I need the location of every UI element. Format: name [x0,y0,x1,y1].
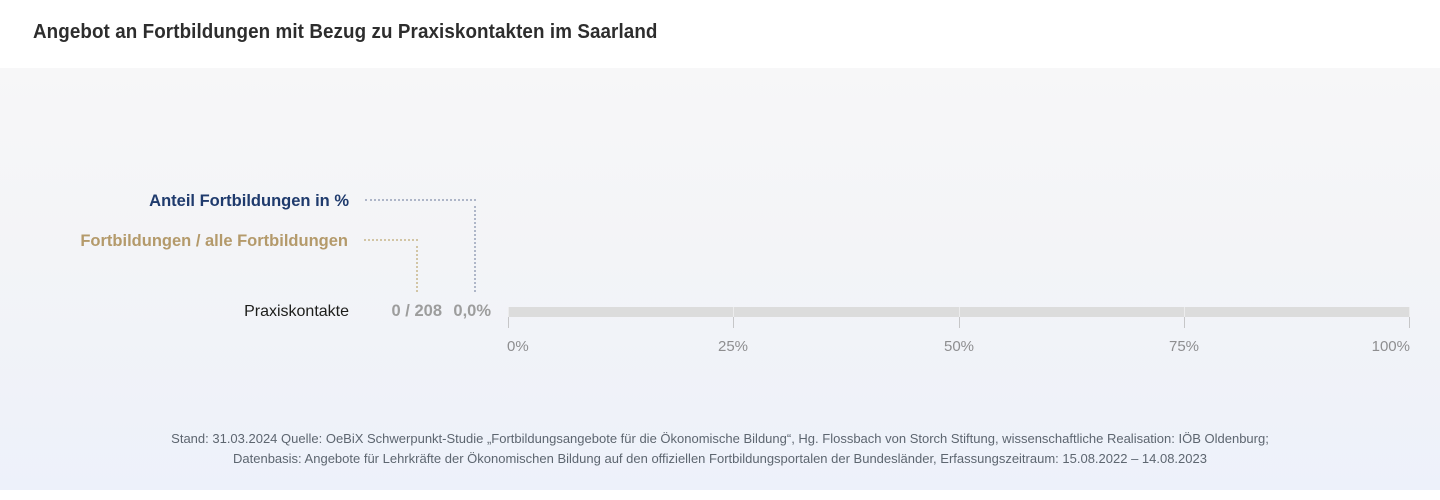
axis-tick-label: 75% [1168,338,1200,355]
fraction-value: 0 / 208 [391,302,442,320]
fraction-leader-line-vertical [416,246,418,292]
fraction-leader-line-horizontal [364,239,418,241]
axis-tick [1184,307,1185,328]
percent-leader-line-vertical [474,206,476,292]
axis-tick [508,307,509,328]
header-band: Angebot an Fortbildungen mit Bezug zu Pr… [0,0,1440,68]
legend-fraction-label: Fortbildungen / alle Fortbildungen [80,232,348,250]
axis-tick-label: 25% [717,338,749,355]
axis-tick-label: 100% [1371,338,1410,355]
axis-tick-label: 0% [507,338,529,355]
footnote-line-1: Stand: 31.03.2024 Quelle: OeBiX Schwerpu… [171,431,1269,446]
percent-value: 0,0% [453,302,491,320]
axis-tick-label: 50% [943,338,975,355]
axis-tick [959,307,960,328]
source-footnote: Stand: 31.03.2024 Quelle: OeBiX Schwerpu… [0,429,1440,469]
footnote-line-2: Datenbasis: Angebote für Lehrkräfte der … [233,451,1207,466]
category-label: Praxiskontakte [244,303,349,320]
axis-tick [733,307,734,328]
legend-percent-label: Anteil Fortbildungen in % [149,192,349,210]
axis-tick [1409,307,1410,328]
page-title: Angebot an Fortbildungen mit Bezug zu Pr… [33,21,658,43]
chart-area: Anteil Fortbildungen in % Fortbildungen … [0,68,1440,490]
percent-leader-line-horizontal [365,199,476,201]
